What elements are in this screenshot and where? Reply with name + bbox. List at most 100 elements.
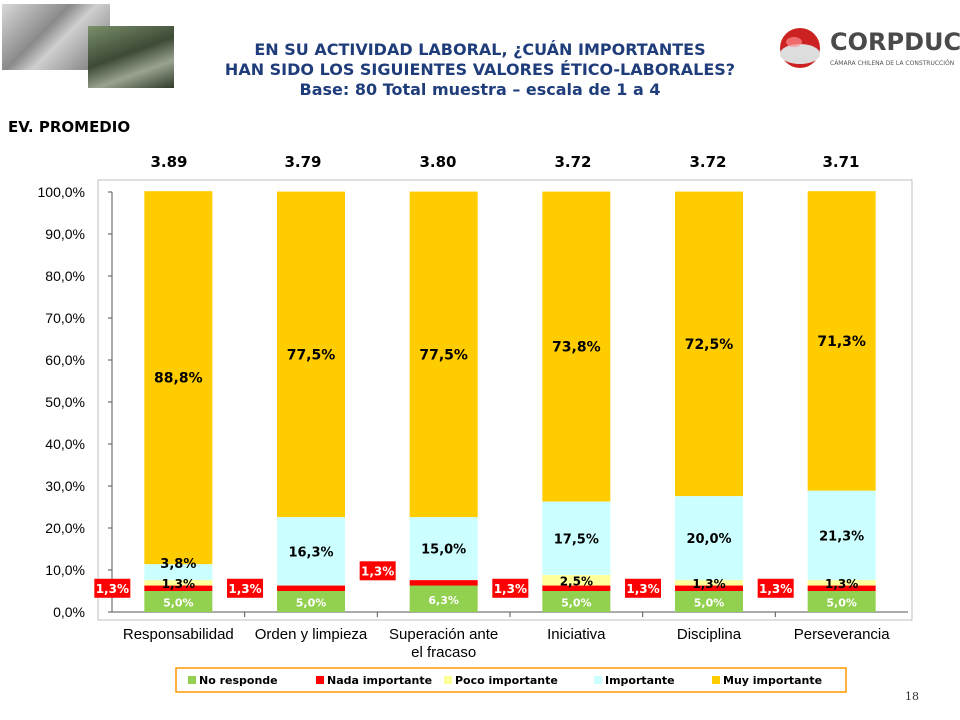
y-tick-label: 50,0% bbox=[45, 394, 85, 410]
y-tick-label: 90,0% bbox=[45, 226, 85, 242]
data-label-nada-importante: 1,3% bbox=[626, 582, 659, 596]
nada-importante-label-box bbox=[757, 578, 794, 598]
x-category-label: el fracaso bbox=[411, 644, 476, 661]
data-label-poco-importante: 1,3% bbox=[692, 577, 725, 591]
data-label-muy-importante: 71,3% bbox=[817, 334, 866, 350]
data-label-importante: 21,3% bbox=[819, 529, 864, 544]
bar-segment bbox=[409, 517, 478, 581]
data-label-muy-importante: 72,5% bbox=[685, 337, 734, 353]
average-perseverancia: 3.71 bbox=[822, 153, 860, 171]
data-label-no-responde: 6,3% bbox=[428, 594, 459, 607]
data-label-importante: 3,8% bbox=[160, 557, 196, 572]
x-category-label: Superación ante bbox=[389, 626, 498, 643]
y-tick-label: 80,0% bbox=[45, 268, 85, 284]
header-photo-worker bbox=[88, 26, 174, 88]
data-label-importante: 15,0% bbox=[421, 543, 466, 558]
data-label-muy-importante: 77,5% bbox=[419, 347, 468, 363]
nada-importante-label-box bbox=[492, 578, 529, 598]
legend-label: Importante bbox=[605, 674, 675, 687]
data-label-nada-importante: 1,3% bbox=[759, 582, 792, 596]
bar-segment bbox=[675, 585, 743, 591]
data-label-nada-importante: 1,3% bbox=[96, 582, 129, 596]
bar-segment bbox=[807, 591, 876, 612]
bar-segment bbox=[542, 591, 611, 612]
y-tick-label: 20,0% bbox=[45, 520, 85, 536]
y-tick-label: 70,0% bbox=[45, 310, 85, 326]
data-label-no-responde: 5,0% bbox=[296, 597, 327, 610]
bar-segment bbox=[542, 501, 611, 576]
y-tick-label: 60,0% bbox=[45, 352, 85, 368]
legend-box bbox=[175, 667, 847, 693]
title-line-1: EN SU ACTIVIDAD LABORAL, ¿CUÁN IMPORTANT… bbox=[254, 40, 706, 59]
slide-title: EN SU ACTIVIDAD LABORAL, ¿CUÁN IMPORTANT… bbox=[180, 40, 780, 100]
bar-segment bbox=[409, 191, 478, 518]
title-line-3: Base: 80 Total muestra – escala de 1 a 4 bbox=[299, 80, 661, 99]
bar-segment bbox=[144, 580, 213, 586]
bar-segment bbox=[144, 191, 213, 565]
data-label-nada-importante: 1,3% bbox=[361, 564, 394, 578]
legend-label: Muy importante bbox=[723, 674, 822, 687]
data-label-importante: 16,3% bbox=[288, 545, 333, 560]
data-label-muy-importante: 88,8% bbox=[154, 371, 203, 387]
data-label-poco-importante: 2,5% bbox=[560, 574, 593, 588]
logo-emblem-icon bbox=[780, 28, 820, 68]
data-label-poco-importante: 1,3% bbox=[162, 577, 195, 591]
data-label-muy-importante: 77,5% bbox=[287, 347, 336, 363]
legend-swatch bbox=[316, 676, 324, 684]
corduc-logo: CORPDUC CÁMARA CHILENA DE LA CONSTRUCCIÓ… bbox=[772, 20, 960, 80]
legend-swatch bbox=[188, 676, 196, 684]
nada-importante-label-box bbox=[94, 578, 131, 598]
bar-segment bbox=[675, 496, 743, 581]
data-label-nada-importante: 1,3% bbox=[228, 582, 261, 596]
x-category-label: Orden y limpieza bbox=[255, 626, 368, 643]
data-label-no-responde: 5,0% bbox=[694, 597, 725, 610]
y-tick-label: 30,0% bbox=[45, 478, 85, 494]
bar-segment bbox=[144, 585, 213, 591]
average-responsabilidad: 3.89 bbox=[150, 153, 188, 171]
bar-segment bbox=[675, 580, 743, 586]
data-label-no-responde: 5,0% bbox=[163, 597, 194, 610]
bar-segment bbox=[807, 585, 876, 591]
average-superacion: 3.80 bbox=[419, 153, 457, 171]
data-label-importante: 17,5% bbox=[554, 532, 599, 547]
bar-segment bbox=[277, 517, 345, 586]
data-label-importante: 20,0% bbox=[686, 532, 731, 547]
data-label-no-responde: 5,0% bbox=[826, 597, 857, 610]
x-category-label: Perseverancia bbox=[794, 626, 891, 643]
bar-segment bbox=[144, 564, 213, 581]
bar-segment bbox=[807, 490, 876, 581]
average-iniciativa: 3.72 bbox=[554, 153, 592, 171]
legend-swatch bbox=[712, 676, 720, 684]
nada-importante-label-box bbox=[359, 561, 396, 581]
bar-segment bbox=[807, 580, 876, 586]
nada-importante-label-box bbox=[227, 578, 263, 598]
y-tick-label: 0,0% bbox=[53, 604, 85, 620]
plot-area-border bbox=[97, 179, 913, 621]
bar-segment bbox=[675, 591, 743, 612]
average-disciplina: 3.72 bbox=[689, 153, 727, 171]
bar-segment bbox=[675, 191, 743, 497]
bar-segment bbox=[277, 585, 345, 591]
bar-segment bbox=[409, 585, 478, 612]
y-tick-label: 10,0% bbox=[45, 562, 85, 578]
bar-segment bbox=[277, 191, 345, 518]
legend-label: Nada importante bbox=[327, 674, 432, 687]
bar-segment bbox=[542, 575, 611, 586]
bar-segment bbox=[144, 591, 213, 612]
logo-wordmark: CORPDUC bbox=[830, 28, 960, 56]
legend-label: No responde bbox=[199, 674, 278, 687]
bar-segment bbox=[542, 191, 611, 502]
x-category-label: Responsabilidad bbox=[123, 626, 234, 643]
data-label-nada-importante: 1,3% bbox=[494, 582, 527, 596]
title-line-2: HAN SIDO LOS SIGUIENTES VALORES ÉTICO-LA… bbox=[224, 60, 736, 79]
y-tick-label: 40,0% bbox=[45, 436, 85, 452]
section-label: EV. PROMEDIO bbox=[8, 118, 131, 136]
nada-importante-label-box bbox=[625, 578, 661, 598]
x-category-label: Disciplina bbox=[677, 626, 742, 643]
logo-subtitle: CÁMARA CHILENA DE LA CONSTRUCCIÓN bbox=[830, 60, 955, 67]
y-tick-label: 100,0% bbox=[38, 184, 85, 200]
bar-segment bbox=[807, 191, 876, 491]
bar-segment bbox=[409, 580, 478, 586]
page-number: 18 bbox=[905, 690, 919, 703]
